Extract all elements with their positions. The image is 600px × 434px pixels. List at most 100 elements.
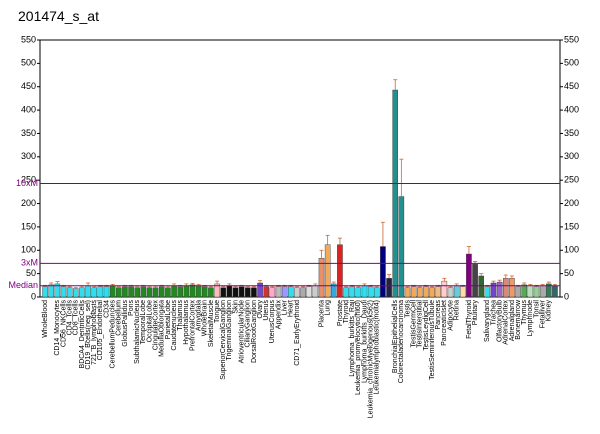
x-tick-label: Appendix: [275, 300, 282, 330]
bar: [453, 285, 460, 298]
bar: [380, 246, 386, 298]
bar: [367, 286, 374, 298]
x-tick-label: Leukemia_chronicMyelogenous(k562): [367, 300, 374, 418]
chart-title: 201474_s_at: [18, 8, 99, 24]
bar: [122, 286, 128, 298]
plot-frame: [39, 39, 561, 298]
x-tick-label: Caudatenucleus: [171, 300, 178, 351]
x-tick-label: AtrioventricularNode: [238, 300, 245, 364]
x-tick-label: Hypothalamus: [183, 300, 190, 345]
bar: [146, 287, 153, 298]
bar: [103, 286, 110, 298]
x-tick-label: Skin: [232, 300, 239, 314]
bar: [79, 287, 85, 298]
x-tick-label: CD34: [103, 300, 110, 318]
bar: [97, 286, 104, 298]
bar: [263, 286, 269, 298]
y2-tick-label: 400: [564, 104, 579, 114]
x-tick-label: Heart: [288, 300, 295, 317]
y2-tick-label: 200: [564, 198, 579, 208]
x-tick-label: GlobusPallidus: [122, 300, 129, 347]
bar: [490, 282, 497, 298]
x-tick-label: UterusCorpus: [269, 300, 276, 344]
x-tick-label: Adrenalgland: [509, 300, 516, 341]
x-tick-label: Salivarygland: [484, 300, 491, 342]
x-tick-label: Bonemarrow: [515, 299, 522, 340]
x-tick-label: 721_B_lymphoblasts: [91, 300, 98, 365]
x-tick-label: TemporalLobe: [140, 300, 147, 344]
x-tick-label: Thalamus: [177, 300, 184, 331]
bar: [306, 286, 312, 298]
bar: [509, 278, 515, 298]
x-tick-label: BronchialEpithelialCells: [392, 300, 399, 374]
x-tick-label: TestisInterstitial: [417, 300, 424, 348]
x-tick-label: Prostate: [337, 300, 344, 326]
y-tick-label: 500: [21, 58, 36, 68]
bar: [269, 287, 276, 298]
bar: [417, 287, 423, 298]
x-tick-label: Testis: [404, 300, 411, 318]
y2-tick-label: 0: [564, 291, 569, 301]
bar: [533, 286, 540, 298]
bar: [398, 196, 405, 298]
bar: [324, 244, 331, 298]
x-tick-label: MedullaOblongata: [159, 300, 166, 357]
bar: [361, 285, 368, 298]
bar: [281, 286, 288, 298]
x-tick-label: Tongue: [214, 300, 221, 323]
bar: [275, 286, 282, 298]
x-tick-label: Leukemia_promyelocytic(hl60): [355, 300, 362, 395]
y-tick-label: 100: [21, 245, 36, 255]
bar: [496, 281, 503, 298]
bar: [521, 284, 527, 298]
x-tick-label: Tonsil: [533, 300, 540, 318]
x-tick-label: TestisGermCell: [410, 300, 417, 348]
x-tick-label: Leukemialymphoblastic(molt4): [374, 300, 381, 395]
bar: [245, 287, 251, 298]
x-tick-label: WholeBlood: [42, 300, 49, 338]
bar: [404, 287, 411, 298]
x-tick-label: OlfactoryBulb: [496, 300, 503, 342]
bar: [515, 286, 521, 298]
bar: [257, 282, 263, 298]
bar: [66, 287, 73, 298]
y-tick-label: 200: [21, 198, 36, 208]
x-tick-label: SkeletalMuscle: [208, 300, 215, 347]
x-tick-label: DorsalRootGanglion: [251, 300, 258, 363]
bar: [294, 287, 300, 298]
bar: [140, 286, 147, 298]
x-tick-label: OccipitalLobe: [146, 300, 153, 343]
bar: [447, 287, 454, 298]
bar: [503, 278, 509, 298]
bar: [460, 286, 466, 298]
x-tick-label: BDCA4_DentriticCells: [79, 300, 86, 369]
x-tick-label: Lymphoma_burkitts_Raji: [349, 300, 356, 377]
bar: [429, 287, 435, 298]
bar: [441, 280, 448, 298]
bar: [552, 285, 558, 298]
y2-tick-label: 300: [564, 151, 579, 161]
bar: [435, 286, 441, 298]
x-tick-label: ParietalLobe: [165, 300, 172, 339]
reference-label: Median: [8, 280, 38, 290]
x-tick-label: Kidney: [546, 300, 553, 322]
bar: [343, 287, 349, 298]
bar: [165, 287, 171, 298]
x-tick-label: PrefrontalCortex: [189, 300, 196, 351]
bar: [60, 286, 67, 298]
x-tick-label: Thyroid: [343, 300, 350, 323]
bar: [171, 285, 177, 298]
x-tick-label: Liver: [281, 299, 288, 315]
x-tick-label: FetalThyroid: [466, 300, 473, 339]
x-tick-label: SubthalamicNucleus: [134, 300, 141, 364]
x-tick-label: Pituitary: [472, 300, 479, 326]
bar: [152, 287, 159, 298]
bar: [109, 285, 116, 298]
y2-tick-label: 150: [564, 221, 579, 231]
y-tick-label: 400: [21, 104, 36, 114]
x-tick-label: SuperiorCervicalGanglion: [220, 300, 227, 380]
x-tick-label: Cerebellum: [116, 300, 123, 336]
bar: [128, 286, 134, 298]
y2-tick-label: 550: [564, 34, 579, 44]
x-tick-label: TestisSeminiferousTubule: [429, 300, 436, 380]
